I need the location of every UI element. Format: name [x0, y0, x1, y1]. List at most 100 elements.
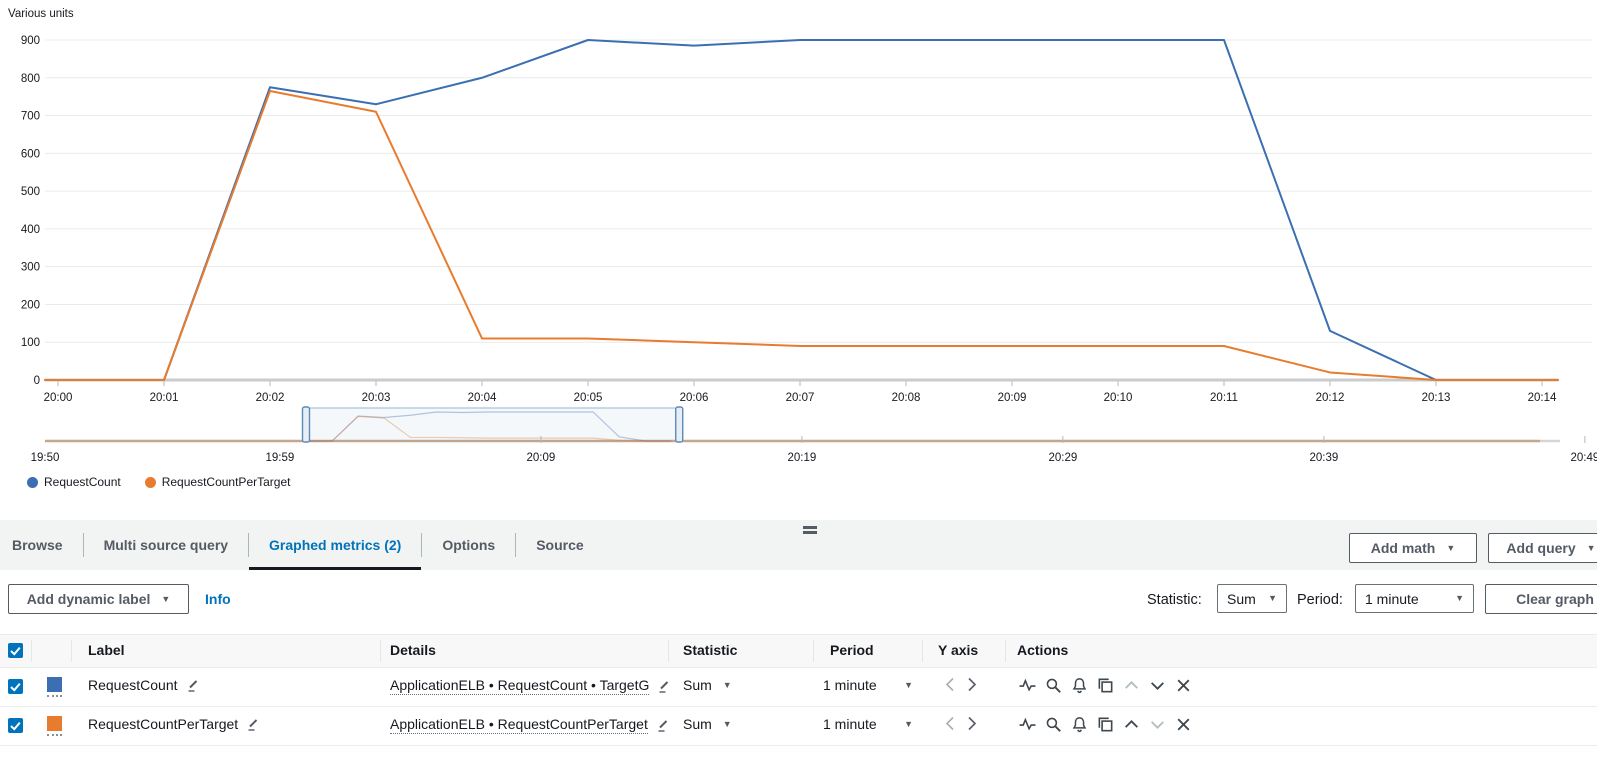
tab-browse[interactable]: Browse: [12, 537, 63, 553]
caret-down-icon: ▼: [161, 593, 171, 604]
col-header-statistic: Statistic: [683, 642, 738, 658]
tab-options[interactable]: Options: [442, 537, 496, 553]
add-math-label: Add math: [1370, 540, 1436, 556]
yaxis-left-icon[interactable]: [945, 716, 955, 731]
y-axis-tick-label: 400: [21, 224, 40, 236]
row-checkbox[interactable]: [8, 718, 23, 733]
y-axis-tick-label: 800: [21, 73, 40, 85]
edit-label-icon[interactable]: [186, 678, 200, 693]
move-up-icon[interactable]: [1123, 677, 1140, 694]
col-header-actions: Actions: [1017, 642, 1069, 658]
legend-item-RequestCount[interactable]: RequestCount: [27, 475, 121, 489]
row-period-value: 1 minute: [823, 677, 877, 693]
yaxis-right-icon[interactable]: [967, 677, 977, 692]
x-axis-tick-label: 20:08: [892, 392, 921, 404]
gridlines: 0 100 200 300 400 500 600 700 800 900: [21, 35, 1592, 387]
metric-color-swatch[interactable]: [47, 677, 62, 692]
statistic-select[interactable]: Sum ▼: [1217, 584, 1287, 613]
y-axis-tick-label: 700: [21, 111, 40, 123]
tab-graphed-metrics[interactable]: Graphed metrics (2): [249, 520, 422, 570]
timeline-tick-label: 20:29: [1049, 452, 1078, 464]
add-query-button[interactable]: Add query ▼: [1488, 533, 1597, 563]
add-dynamic-label-button[interactable]: Add dynamic label ▼: [8, 584, 189, 614]
tab-source[interactable]: Source: [536, 537, 584, 553]
swatch-dotted-underline: [47, 695, 62, 697]
add-query-label: Add query: [1506, 540, 1576, 556]
y-axis-tick-label: 200: [21, 299, 40, 311]
brush-handle-right[interactable]: [675, 406, 684, 443]
timeline-tick-label: 20:49: [1571, 452, 1597, 464]
x-axis-tick-label: 20:06: [680, 392, 709, 404]
y-axis-tick-label: 900: [21, 35, 40, 47]
alarm-bell-icon[interactable]: [1071, 716, 1088, 733]
timeline-tick-label: 20:19: [788, 452, 817, 464]
swatch-dotted-underline: [47, 734, 62, 736]
row-period-select[interactable]: 1 minute ▼: [823, 677, 913, 693]
caret-down-icon: ▼: [1268, 593, 1277, 603]
col-header-label: Label: [88, 642, 125, 658]
add-dynamic-label-text: Add dynamic label: [26, 591, 151, 607]
period-label: Period:: [1297, 592, 1343, 608]
yaxis-left-icon[interactable]: [945, 677, 955, 692]
legend-color-dot: [144, 476, 156, 488]
caret-down-icon: ▼: [1446, 542, 1456, 553]
metrics-table-header: Label Details Statistic Period Y axis Ac…: [0, 634, 1597, 668]
statistic-label: Statistic:: [1147, 592, 1202, 608]
move-up-icon[interactable]: [1123, 716, 1140, 733]
legend-label: RequestCount: [44, 475, 121, 489]
col-header-yaxis: Y axis: [938, 642, 979, 658]
metric-label: RequestCount: [88, 677, 178, 693]
duplicate-icon[interactable]: [1097, 677, 1114, 694]
x-axis-tick-label: 20:14: [1528, 392, 1557, 404]
metric-details[interactable]: ApplicationELB • RequestCountPerTarget: [390, 716, 648, 734]
metric-details[interactable]: ApplicationELB • RequestCount • TargetG: [390, 677, 650, 695]
y-axis-tick-label: 500: [21, 186, 40, 198]
row-period-value: 1 minute: [823, 716, 877, 732]
caret-down-icon: ▼: [722, 679, 732, 690]
panel-resize-handle[interactable]: [803, 526, 817, 536]
info-link[interactable]: Info: [205, 591, 231, 607]
add-math-button[interactable]: Add math ▼: [1349, 533, 1477, 563]
tab-divider: [515, 533, 517, 557]
row-statistic-value: Sum: [683, 716, 712, 732]
tab-multi-source-query[interactable]: Multi source query: [103, 537, 229, 553]
edit-details-icon[interactable]: [657, 679, 671, 694]
pulse-icon[interactable]: [1019, 677, 1036, 694]
legend-color-dot: [27, 476, 38, 488]
duplicate-icon[interactable]: [1097, 716, 1114, 733]
brush-selection: [306, 408, 680, 441]
row-statistic-select[interactable]: Sum ▼: [683, 677, 732, 693]
edit-details-icon[interactable]: [656, 718, 670, 733]
zoom-icon[interactable]: [1045, 716, 1062, 733]
zoom-icon[interactable]: [1045, 677, 1062, 694]
edit-label-icon[interactable]: [246, 717, 260, 732]
row-checkbox[interactable]: [8, 679, 23, 694]
remove-icon[interactable]: [1175, 677, 1192, 694]
tab-divider: [82, 533, 84, 557]
x-axis: 20:00 20:01 20:02 20:03 20:04 20:05 20:06 20:07…: [44, 381, 1557, 404]
x-axis-tick-label: 20:01: [150, 392, 179, 404]
caret-down-icon: ▼: [1455, 593, 1464, 603]
clear-graph-button[interactable]: Clear graph: [1485, 584, 1597, 614]
tab-bar: Browse Multi source query Graphed metric…: [0, 520, 1597, 570]
move-down-icon[interactable]: [1149, 716, 1166, 733]
caret-down-icon: ▼: [1586, 542, 1596, 553]
period-select[interactable]: 1 minute ▼: [1355, 584, 1474, 613]
remove-icon[interactable]: [1175, 716, 1192, 733]
metric-color-swatch[interactable]: [47, 716, 62, 731]
row-statistic-select[interactable]: Sum ▼: [683, 716, 732, 732]
move-down-icon[interactable]: [1149, 677, 1166, 694]
timeline-tick-label: 20:39: [1310, 452, 1339, 464]
alarm-bell-icon[interactable]: [1071, 677, 1088, 694]
yaxis-right-icon[interactable]: [967, 716, 977, 731]
timeline-brush[interactable]: 19:50 19:59 20:09 20:19 20:29 20:39 20:49: [31, 406, 1597, 464]
pulse-icon[interactable]: [1019, 716, 1036, 733]
brush-handle-left[interactable]: [301, 406, 311, 443]
x-axis-tick-label: 20:10: [1104, 392, 1133, 404]
x-axis-tick-label: 20:09: [998, 392, 1027, 404]
row-period-select[interactable]: 1 minute ▼: [823, 716, 913, 732]
caret-down-icon: ▼: [904, 718, 913, 729]
select-all-checkbox[interactable]: [8, 643, 23, 658]
legend-item-RequestCountPerTarget[interactable]: RequestCountPerTarget: [144, 475, 290, 489]
